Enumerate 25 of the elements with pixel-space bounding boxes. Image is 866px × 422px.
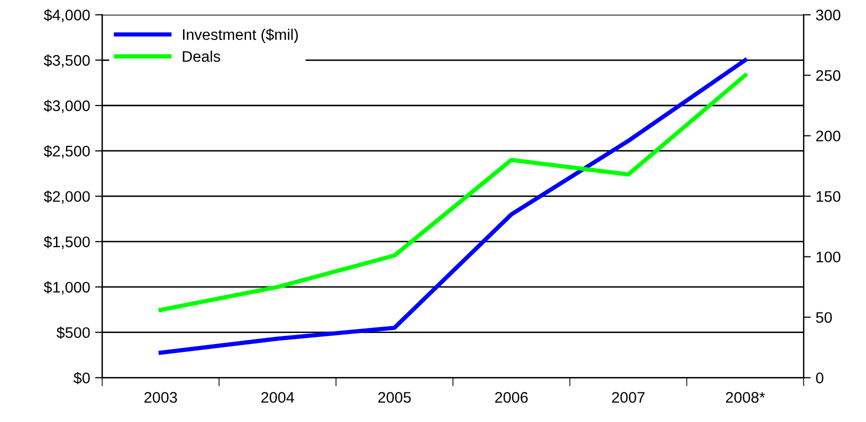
x-tick-label: 2004 (261, 392, 294, 403)
x-tick-label: 2007 (612, 392, 645, 403)
line-series (158, 73, 748, 312)
x-tick-label: 2003 (144, 392, 177, 403)
y2-tick-label: 0 (816, 372, 824, 384)
y-tick-label: $2,500 (44, 145, 90, 158)
y-tick-label: $1,500 (44, 236, 90, 250)
y2-tick-label: 200 (816, 130, 840, 142)
legend-label: Deals (182, 50, 220, 62)
y2-tick-label: 250 (816, 70, 840, 81)
x-tick-label: 2005 (378, 392, 411, 403)
y-tick-label: $1,000 (44, 281, 90, 294)
x-tick-label: 2006 (495, 392, 528, 403)
y-tick-label: $3,500 (44, 54, 90, 68)
y2-tick-label: 100 (816, 252, 840, 262)
y2-tick-label: 150 (816, 191, 840, 202)
y-tick-label: $0 (74, 372, 90, 384)
x-tick-label: 2008* (726, 392, 765, 403)
y-tick-label: $4,000 (44, 8, 90, 22)
y-tick-label: $500 (56, 326, 90, 339)
y2-tick-label: 50 (816, 312, 832, 323)
y2-tick-label: 300 (816, 10, 840, 20)
y-tick-label: $2,000 (44, 190, 90, 204)
legend-label: Investment ($mil) (183, 28, 298, 43)
y-tick-label: $3,000 (44, 100, 90, 113)
